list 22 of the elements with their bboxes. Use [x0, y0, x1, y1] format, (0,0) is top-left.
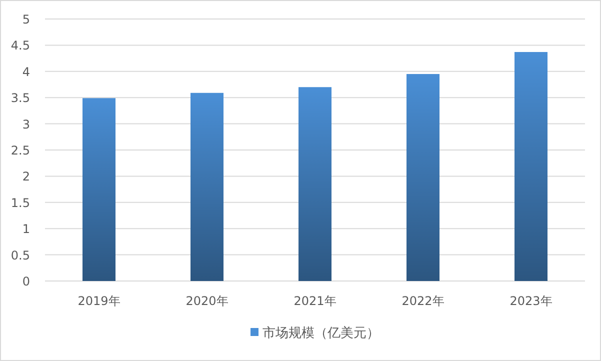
bar [190, 92, 224, 281]
x-tick-label: 2020年 [186, 294, 228, 308]
x-tick-label: 2022年 [402, 294, 444, 308]
y-tick-label: 4.5 [10, 38, 30, 53]
bar [406, 74, 440, 281]
bar [514, 52, 548, 281]
y-tick-label: 2.5 [10, 144, 30, 158]
y-tick-label: 0 [22, 274, 30, 288]
bar [82, 98, 116, 281]
x-tick-label: 2021年 [294, 294, 336, 308]
y-tick-label: 0.5 [10, 248, 30, 262]
y-tick-label: 2 [22, 170, 30, 184]
y-tick-label: 4 [22, 64, 30, 79]
legend-label: 市场规模（亿美元） [262, 325, 380, 341]
y-tick-label: 1 [22, 222, 30, 236]
y-tick-label: 5 [22, 12, 30, 26]
y-tick-label: 3 [22, 117, 30, 132]
y-tick-label: 1.5 [10, 196, 30, 210]
bar [298, 87, 332, 281]
x-tick-label: 2023年 [510, 294, 552, 308]
x-tick-label: 2019年 [78, 294, 120, 308]
y-tick-label: 3.5 [10, 91, 30, 106]
